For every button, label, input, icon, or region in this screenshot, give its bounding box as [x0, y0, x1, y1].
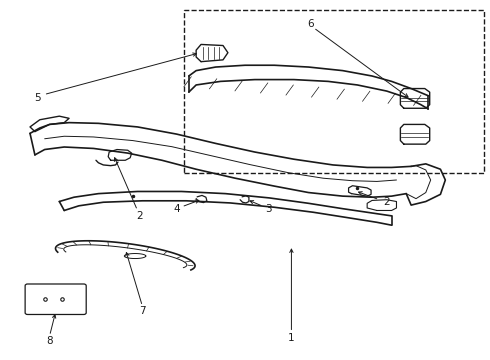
- Bar: [184, 10, 485, 173]
- Text: 3: 3: [265, 204, 272, 214]
- Text: 8: 8: [46, 336, 53, 346]
- Text: 2: 2: [383, 197, 390, 207]
- Text: 1: 1: [288, 333, 294, 343]
- Text: 6: 6: [308, 19, 314, 29]
- Text: 5: 5: [34, 93, 41, 103]
- Text: 4: 4: [173, 204, 180, 215]
- Text: 2: 2: [137, 211, 143, 221]
- Text: 7: 7: [139, 306, 146, 316]
